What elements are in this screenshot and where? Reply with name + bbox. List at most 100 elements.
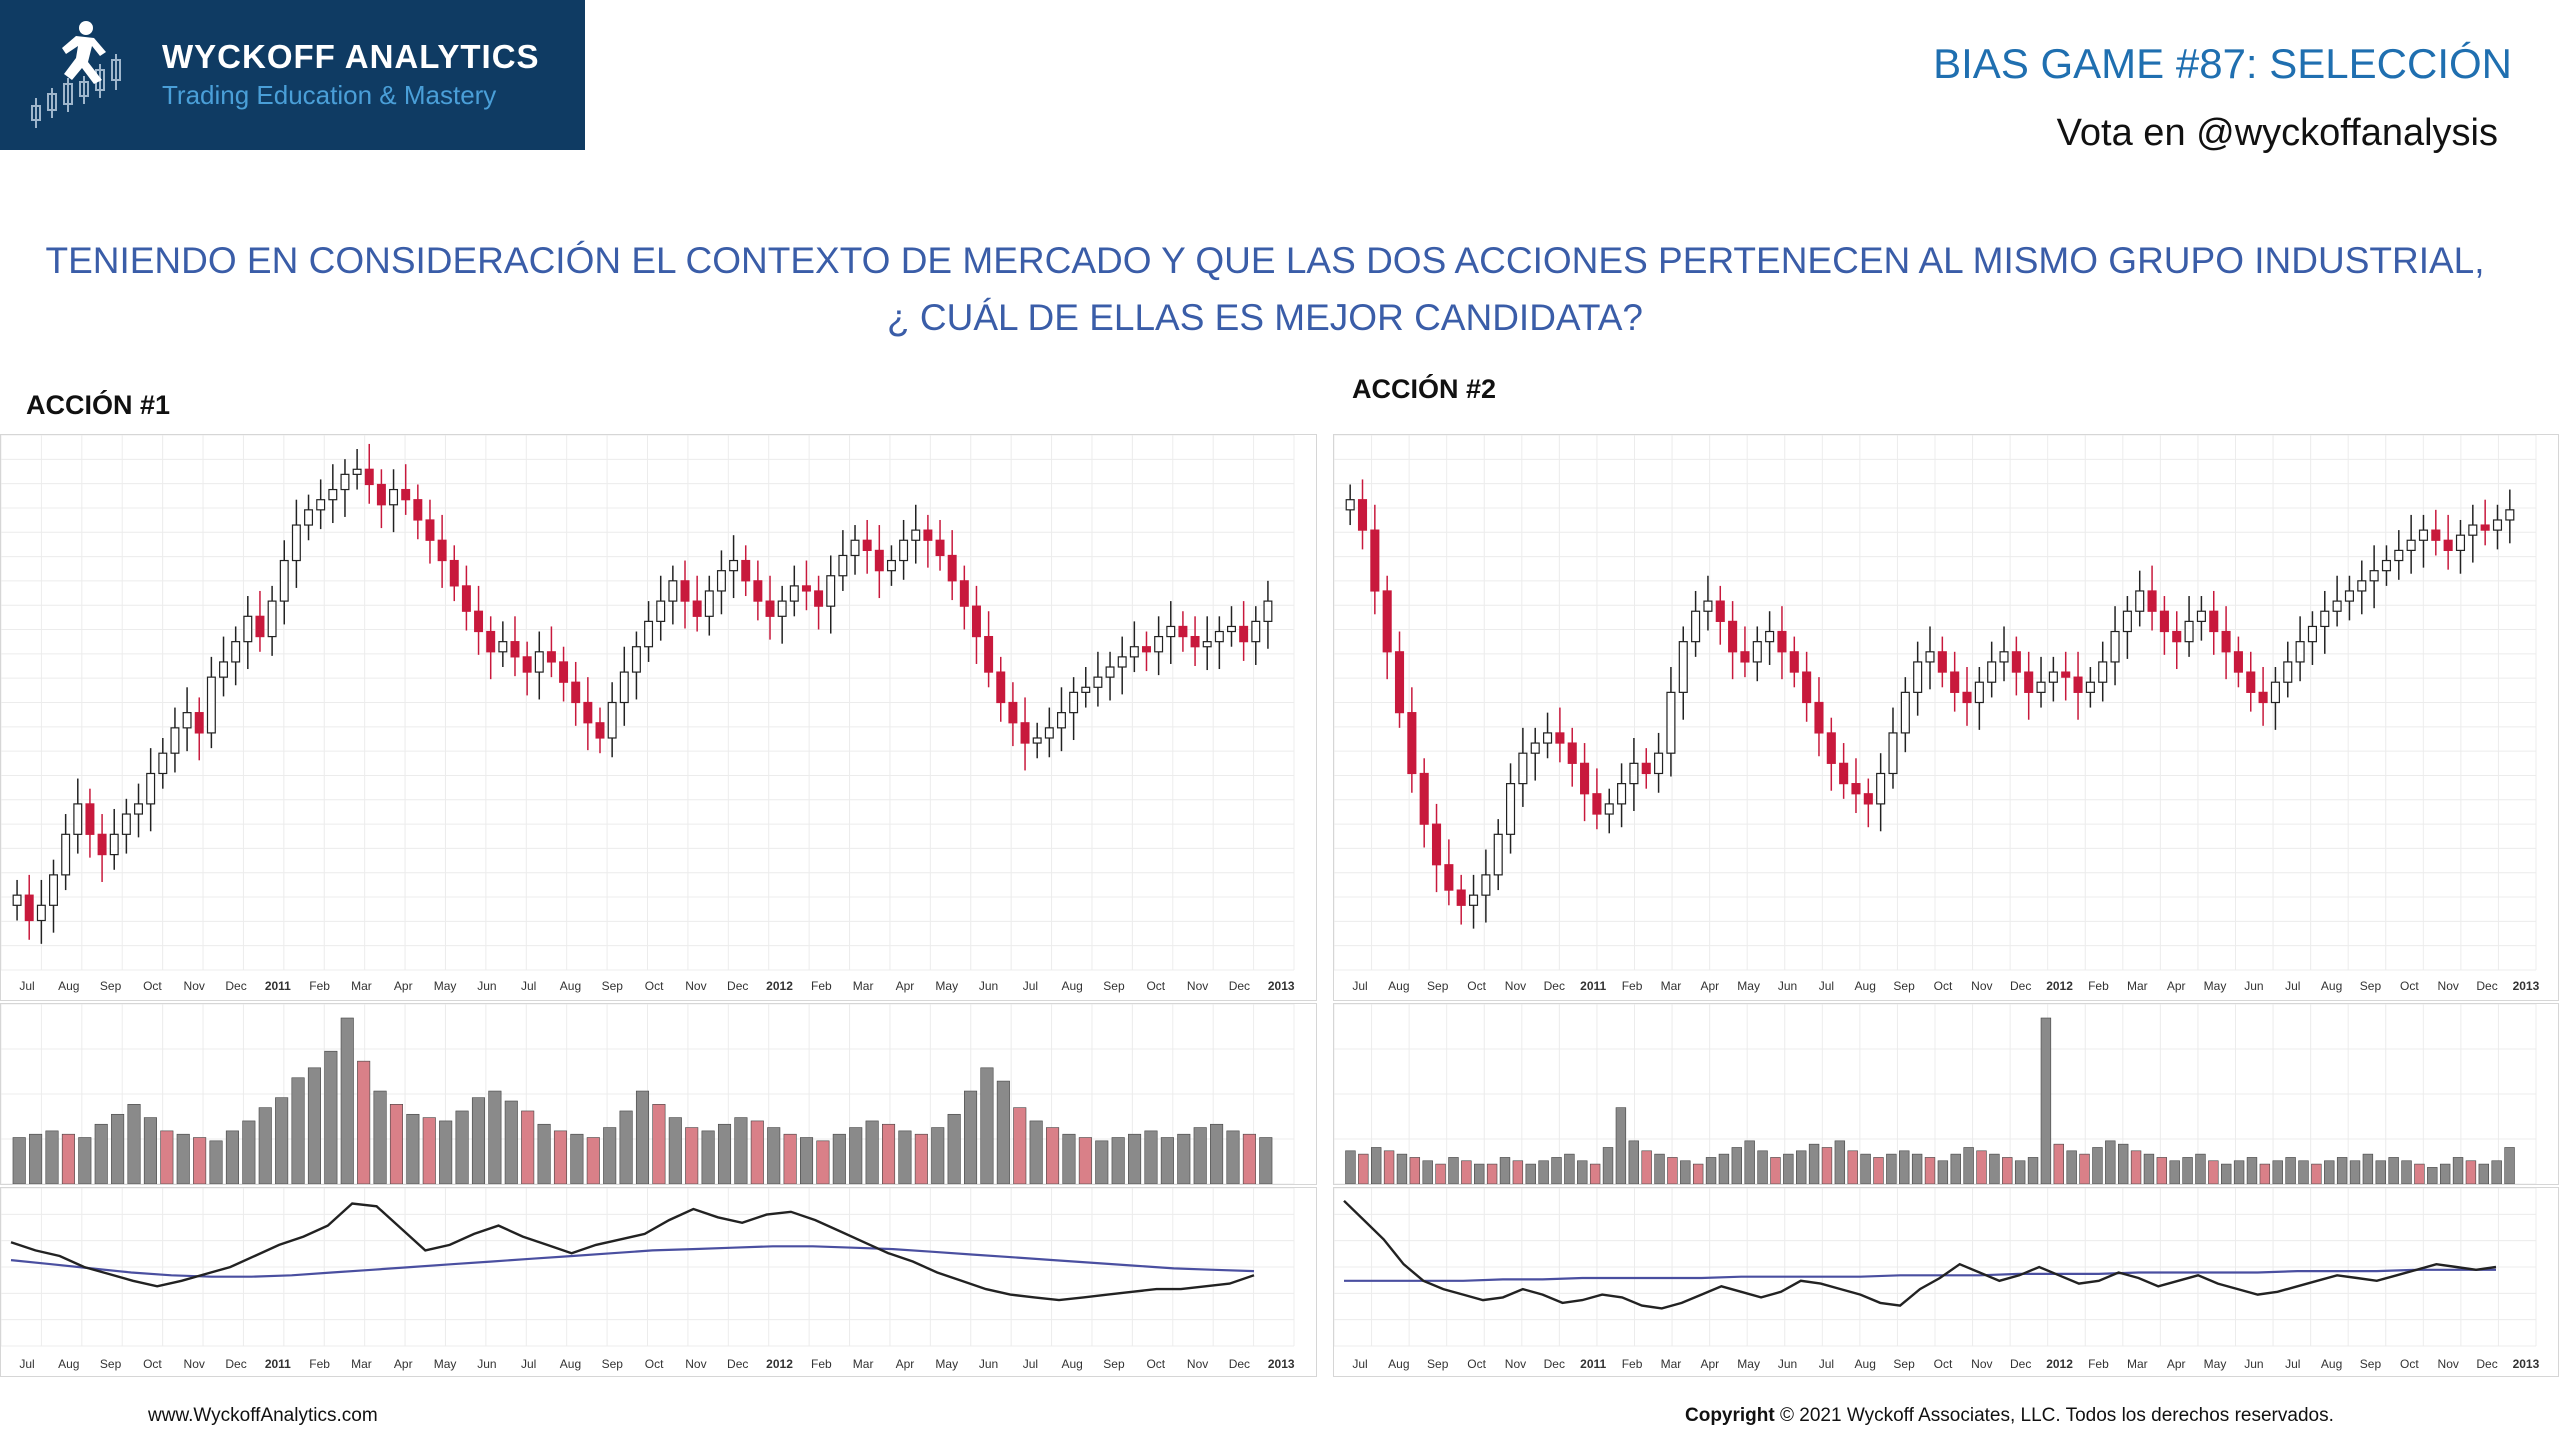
volume-bar [668,1117,682,1184]
month-tick-label: Sep [1427,979,1449,993]
month-tick-label: Nov [1971,979,1992,993]
candle-body [753,580,763,602]
candle-body [680,580,690,602]
month-tick-label: Sep [100,979,122,993]
candle-body [2110,630,2120,663]
candle-body [984,635,994,673]
candle-body [2233,651,2243,673]
grid-lines [1334,1004,2537,1184]
candle-body [1641,762,1651,775]
stock-1-label: ACCIÓN #1 [26,390,171,420]
volume-bar [1744,1140,1755,1184]
month-tick-label: Jun [2244,979,2263,993]
candle-body [1214,630,1224,643]
candle-body [2061,671,2071,678]
month-tick-label: Apr [394,979,413,993]
candle-body [1900,691,1910,734]
month-tick-label: Sep [100,1357,122,1371]
candle-body [437,539,447,562]
volume-bar [209,1140,223,1184]
candle-body [1617,783,1627,805]
month-tick-label: Oct [2400,1357,2419,1371]
month-tick-label: Aug [2321,979,2342,993]
month-tick-label: Dec [225,1357,246,1371]
volume-bar [1796,1150,1807,1184]
candle-body [959,580,969,607]
volume-bar [160,1130,174,1184]
volume-bar [1435,1163,1446,1184]
website-link[interactable]: www.WyckoffAnalytics.com [148,1405,378,1426]
volume-bar [258,1107,272,1184]
candle-body [2135,590,2145,612]
month-tick-label: Oct [1467,979,1486,993]
candle-body [2209,610,2219,633]
candle-body [1518,752,1528,785]
volume-bar [1860,1153,1871,1184]
candle-body [1777,630,1787,653]
stock-2-label: ACCIÓN #2 [1352,374,1497,404]
candle-body [231,641,241,663]
month-tick-label: 2012 [2046,1357,2073,1371]
month-tick-label: Apr [2167,1357,2186,1371]
volume-bar [193,1137,207,1184]
volume-bar [357,1060,371,1184]
volume-bar [980,1067,994,1184]
month-tick-label: Aug [1061,1357,1082,1371]
month-tick-label: Dec [2476,1357,2497,1371]
month-tick-label: May [1737,1357,1760,1371]
month-tick-label: Dec [225,979,246,993]
candle-body [729,559,739,572]
volume-bar [1834,1140,1846,1184]
volume-bar [2452,1157,2464,1184]
candle-body [1604,803,1614,815]
brand-tagline: Trading Education & Mastery [162,80,497,110]
volume-bar [1111,1137,1125,1184]
volume-bar [94,1123,108,1184]
month-tick-label: Oct [1934,1357,1953,1371]
volume-bar [1950,1153,1961,1184]
candle-body [1814,701,1824,734]
candle-body [1093,676,1103,688]
volume-bar [225,1130,239,1184]
volume-bar [767,1127,781,1184]
volume-bar [176,1133,190,1184]
grid-lines [1,435,1295,971]
candle-body [814,590,824,607]
volume-bar [1757,1150,1768,1184]
month-tick-label: May [434,979,457,993]
month-tick-label: Dec [1544,1357,1565,1371]
month-tick-label: Sep [602,1357,624,1371]
candles [1345,479,2515,929]
candle-body [1044,727,1054,739]
month-tick-label: Jul [19,979,34,993]
volume-bar [734,1117,748,1184]
volume-bar [1078,1137,1092,1184]
candle-body [1752,641,1762,663]
month-tick-label: Apr [2167,979,2186,993]
volume-bar [1886,1153,1897,1184]
vote-handle: Vota en @wyckoffanalysis [2056,112,2498,154]
question-line-2: ¿ CUÁL DE ELLAS ES MEJOR CANDIDATA? [887,297,1643,338]
month-tick-label: Feb [811,979,832,993]
volume-bars [12,1017,1273,1184]
month-tick-label: Mar [351,979,372,993]
volume-bar [2117,1143,2129,1184]
volume-bar [570,1133,584,1184]
volume-bar [2053,1143,2064,1184]
month-tick-label: 2013 [2513,979,2540,993]
stock-2-indicator-chart: Jul Aug Sep Oct Nov Dec 2011 Feb Mar Apr May Jun Jul… [1334,1188,2540,1371]
month-tick-label: Mar [2127,1357,2148,1371]
candle-body [1913,661,1923,693]
volume-bar [1989,1153,2000,1184]
month-tick-label: Sep [1427,1357,1449,1371]
question-text: TENIENDO EN CONSIDERACIÓN EL CONTEXTO DE… [0,232,2530,346]
candle-body [2196,610,2206,622]
volume-bar [1226,1130,1240,1184]
candle-body [1851,783,1861,795]
month-tick-label: Sep [1893,1357,1915,1371]
candle-body [194,712,204,734]
volume-bar [2014,1160,2026,1184]
candle-body [935,539,945,557]
candle-body [316,499,326,511]
volume-bar [2311,1163,2322,1184]
